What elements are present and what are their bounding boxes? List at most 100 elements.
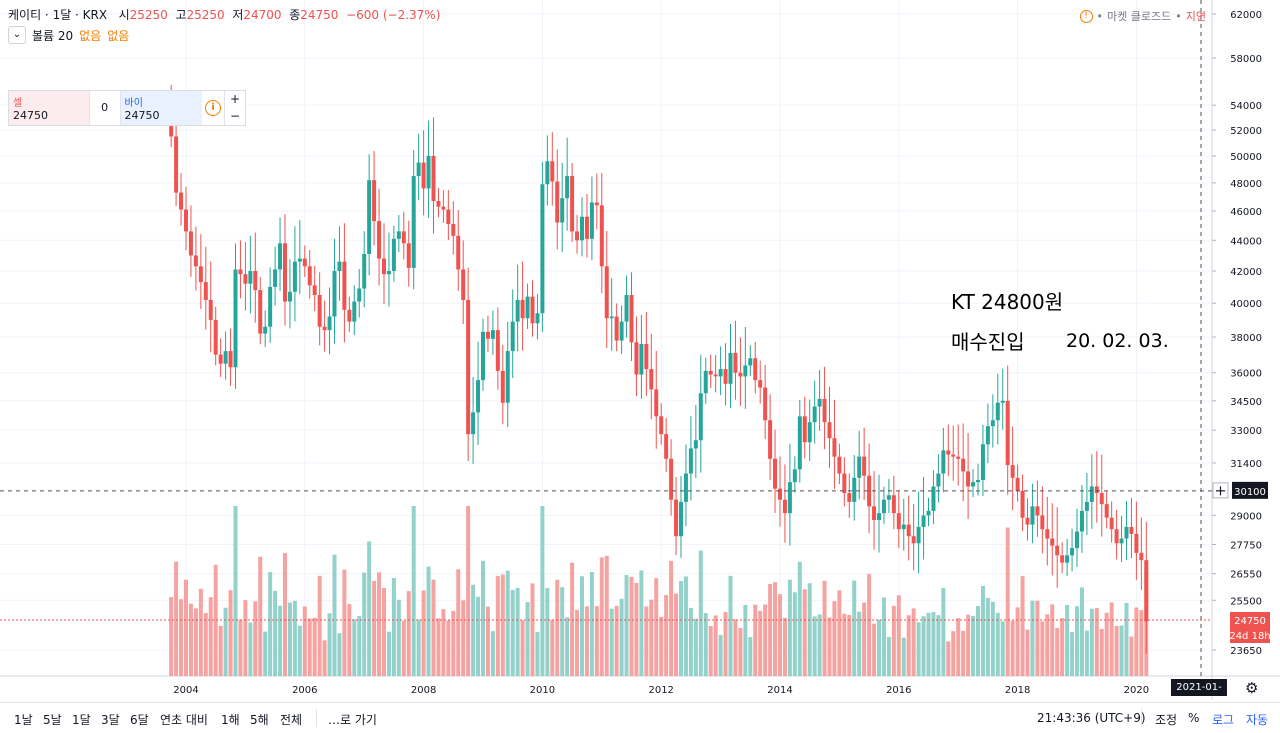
clock[interactable]: 21:43:36 (UTC+9) — [1037, 711, 1146, 725]
volume-bar — [456, 569, 461, 676]
volume-bar — [575, 609, 580, 676]
chart-grid — [0, 0, 1280, 700]
volume-bar — [535, 632, 540, 676]
volume-bar — [495, 576, 500, 676]
volume-value-2: 없음 — [107, 28, 130, 43]
candle-body — [268, 286, 273, 327]
y-tick-label: 54000 — [1230, 101, 1262, 112]
volume-bar — [589, 571, 594, 676]
range-all[interactable]: 전체 — [280, 713, 303, 727]
candle-body — [312, 285, 317, 296]
volume-bar — [763, 604, 768, 676]
range-5y[interactable]: 5해 — [250, 713, 269, 727]
volume-bar — [372, 580, 377, 676]
volume-bar — [312, 617, 317, 676]
volume-bar — [738, 628, 743, 676]
market-status[interactable]: ! • 마켓 클로즈드 • 지연 — [1079, 8, 1206, 24]
candle-body — [911, 536, 916, 544]
gear-icon[interactable]: ⚙ — [1245, 679, 1259, 697]
candle-body — [362, 253, 367, 289]
candle-body — [604, 266, 609, 319]
volume-bar — [1055, 628, 1060, 676]
volume-bar — [877, 619, 881, 676]
volume-bar — [1020, 576, 1025, 676]
plus-button[interactable]: + — [230, 92, 241, 106]
volume-label[interactable]: 볼륨 20 — [32, 28, 74, 43]
candle-body — [292, 261, 297, 292]
high-value: 25250 — [186, 8, 225, 22]
volume-bar — [386, 631, 391, 676]
candle-body — [1025, 517, 1030, 525]
volume-bar — [812, 616, 817, 676]
range-6m[interactable]: 6달 — [130, 713, 149, 727]
sell-button[interactable]: 셀 24750 — [9, 91, 89, 125]
volume-bar — [208, 597, 213, 676]
y-tick-label: 58000 — [1230, 54, 1262, 65]
chevron-down-icon[interactable]: ⌄ — [8, 26, 26, 44]
change-value: −600 (−2.37%) — [346, 8, 441, 22]
candle-body — [193, 255, 198, 267]
volume-bar — [936, 615, 941, 676]
quantity-stepper: + − — [224, 91, 245, 125]
volume-bar — [1025, 629, 1030, 676]
log-toggle[interactable]: 로그 — [1212, 713, 1235, 727]
candle-body — [223, 351, 228, 364]
range-5d[interactable]: 5날 — [43, 713, 62, 727]
range-1y[interactable]: 1해 — [221, 713, 240, 727]
candle-body — [456, 235, 461, 270]
range-ytd[interactable]: 연초 대비 — [160, 713, 208, 727]
minus-button[interactable]: − — [230, 109, 241, 123]
range-1m[interactable]: 1달 — [72, 713, 91, 727]
candle-body — [406, 243, 411, 268]
candle-body — [1020, 490, 1025, 518]
candle-body — [961, 458, 966, 472]
range-1d[interactable]: 1날 — [14, 713, 33, 727]
volume-bar — [926, 612, 931, 676]
volume-bar — [258, 556, 263, 676]
volume-bar — [773, 582, 778, 676]
y-tick-label: 34500 — [1230, 397, 1262, 408]
volume-bar — [911, 608, 916, 676]
annotation-entry[interactable]: 매수진입 — [951, 330, 1025, 354]
candle-body — [213, 319, 218, 355]
adjust-toggle[interactable]: 조정 — [1155, 713, 1178, 727]
volume-bar — [441, 609, 446, 676]
volume-bar — [307, 618, 312, 676]
candle-body — [723, 369, 728, 384]
volume-bar — [560, 587, 565, 676]
candle-body — [1000, 400, 1005, 403]
volume-bar — [347, 604, 352, 676]
y-tick-label: 26550 — [1230, 570, 1262, 581]
candle-body — [476, 380, 481, 413]
candle-body — [748, 358, 753, 366]
volume-bar — [1015, 607, 1020, 676]
info-icon[interactable]: i — [202, 91, 224, 125]
price-axis: 62000 58000 54000 52000 50000 48000 46000 44000… — [1212, 10, 1262, 657]
annotation-price[interactable]: KT 24800원 — [951, 290, 1064, 314]
volume-bar — [723, 612, 728, 676]
percent-toggle[interactable]: % — [1188, 711, 1200, 725]
price-chart[interactable]: 62000 58000 54000 52000 50000 48000 46000 44000… — [0, 0, 1280, 702]
candle-body — [471, 412, 476, 435]
candle-body — [1119, 538, 1124, 544]
volume-bar — [273, 590, 278, 676]
open-value: 25250 — [129, 8, 168, 22]
candle-body — [728, 352, 733, 384]
volume-bar — [753, 604, 758, 676]
candle-body — [238, 269, 243, 275]
volume-bar — [302, 606, 307, 676]
volume-bar — [377, 572, 382, 676]
buy-button[interactable]: 바이 24750 — [120, 91, 203, 125]
volume-bar — [768, 583, 773, 676]
x-tick-label: 2012 — [648, 685, 673, 696]
annotation-date[interactable]: 20. 02. 03. — [1066, 330, 1169, 352]
volume-bar — [466, 506, 471, 676]
range-3m[interactable]: 3달 — [101, 713, 120, 727]
candle-body — [872, 506, 877, 520]
candle-body — [753, 358, 758, 381]
candle-body — [639, 344, 644, 375]
auto-toggle[interactable]: 자동 — [1246, 713, 1269, 727]
volume-bar — [174, 561, 179, 676]
volume-bar — [223, 607, 228, 676]
goto-date-button[interactable]: …로 가기 — [328, 713, 377, 727]
